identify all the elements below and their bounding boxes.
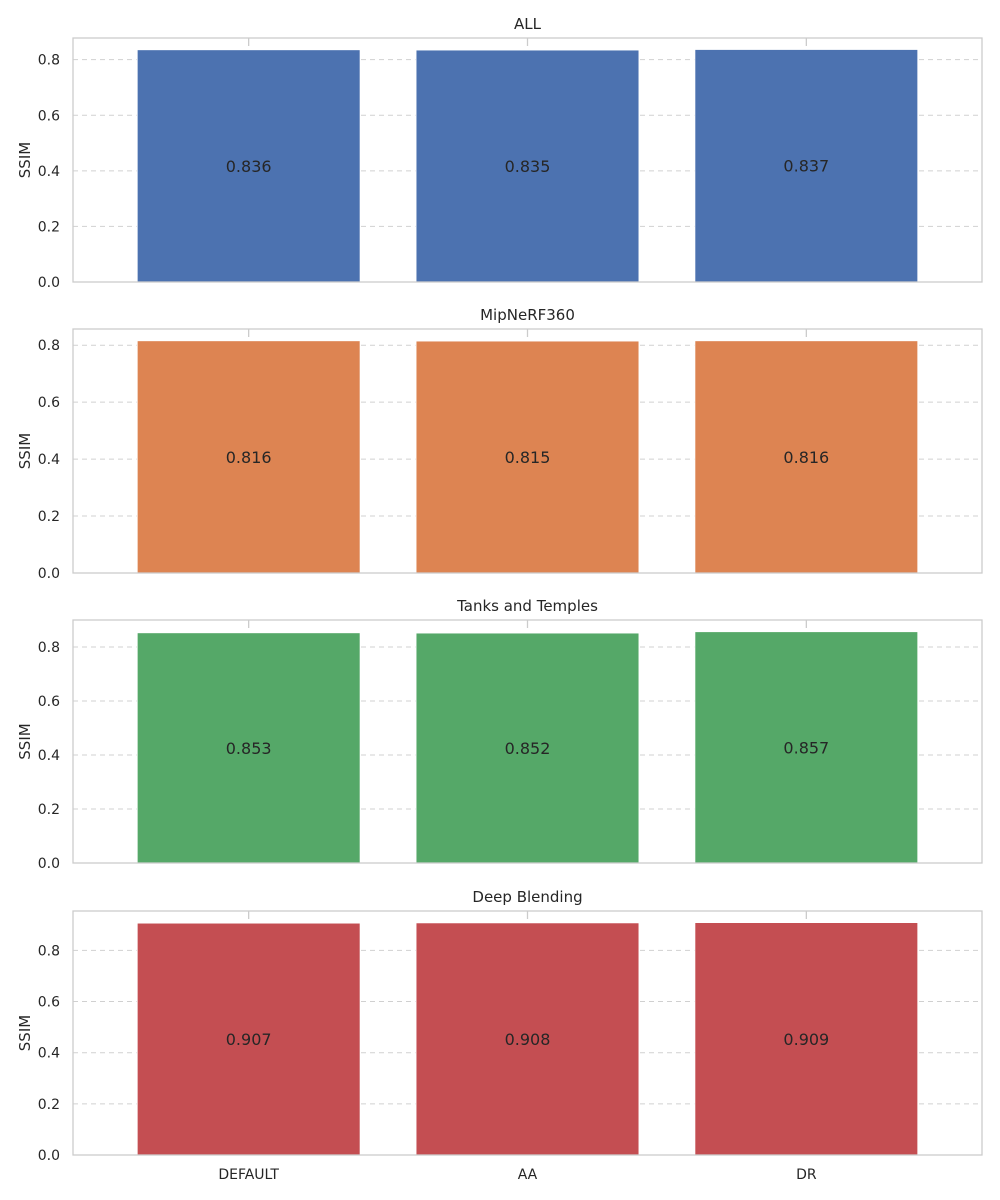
y-axis-label: SSIM: [16, 142, 34, 178]
chart-title: MipNeRF360: [480, 306, 575, 324]
bar-value-label: 0.815: [505, 448, 551, 467]
chart-title: ALL: [514, 15, 542, 33]
chart-panel-1: 0.816 0.815 0.816 0.0 0.2 0.4 0.6 0.8 MipNeRF360…: [16, 306, 983, 582]
bar-value-label: 0.835: [505, 157, 551, 176]
y-tick-label: 0.4: [38, 748, 60, 764]
bar-aa: [415, 340, 640, 574]
bar-default: [136, 922, 361, 1156]
bar-dr: [694, 340, 919, 574]
y-tick-label: 0.6: [38, 108, 60, 124]
plot-frame: [72, 328, 983, 574]
y-tick-label: 0.8: [38, 640, 60, 656]
y-tick-label: 0.2: [38, 802, 60, 818]
x-tick-label: DEFAULT: [218, 1167, 279, 1183]
chart-panel-2: 0.853 0.852 0.857 0.0 0.2 0.4 0.6 0.8 Tanks and …: [16, 597, 983, 872]
y-tick-label: 0.2: [38, 509, 60, 525]
bar-value-label: 0.852: [505, 739, 551, 758]
y-tick-label: 0.0: [38, 566, 60, 582]
y-tick-label: 0.0: [38, 856, 60, 872]
y-tick-label: 0.8: [38, 53, 60, 69]
bar-default: [136, 340, 361, 574]
y-axis-label: SSIM: [16, 1015, 34, 1051]
bar-value-label: 0.908: [505, 1030, 551, 1049]
y-tick-label: 0.0: [38, 1148, 60, 1164]
bar-value-label: 0.907: [226, 1030, 272, 1049]
y-tick-label: 0.8: [38, 338, 60, 354]
chart-title: Deep Blending: [472, 888, 582, 906]
bar-dr: [694, 48, 919, 283]
bar-value-label: 0.837: [783, 157, 829, 176]
bar-value-label: 0.816: [226, 448, 272, 467]
bar-value-label: 0.857: [783, 738, 829, 757]
y-tick-label: 0.4: [38, 1046, 60, 1062]
y-tick-label: 0.4: [38, 452, 60, 468]
bar-value-label: 0.853: [226, 739, 272, 758]
y-tick-label: 0.6: [38, 395, 60, 411]
y-tick-label: 0.2: [38, 1097, 60, 1113]
x-tick-label: DR: [796, 1167, 817, 1183]
chart-title: Tanks and Temples: [456, 597, 598, 615]
bar-value-label: 0.816: [783, 448, 829, 467]
y-tick-label: 0.0: [38, 275, 60, 291]
chart-panel-3: 0.907 0.908 0.909 0.0 0.2 0.4 0.6 0.8 Deep Blend…: [16, 888, 983, 1183]
bar-dr: [694, 631, 919, 864]
y-tick-label: 0.4: [38, 164, 60, 180]
plot-frame: [72, 37, 983, 283]
bar-default: [136, 49, 361, 283]
y-tick-label: 0.6: [38, 995, 60, 1011]
x-tick-label: AA: [518, 1167, 538, 1183]
bar-dr: [694, 922, 919, 1156]
bar-value-label: 0.909: [783, 1030, 829, 1049]
chart-panel-0: 0.836 0.835 0.837 0.0 0.2 0.4 0.6 0.8 ALL SSIM: [16, 15, 983, 291]
plot-frame: [72, 910, 983, 1156]
bar-value-label: 0.836: [226, 157, 272, 176]
y-axis-label: SSIM: [16, 433, 34, 469]
bar-default: [136, 632, 361, 864]
y-tick-label: 0.6: [38, 694, 60, 710]
y-tick-label: 0.2: [38, 219, 60, 235]
bar-aa: [415, 922, 640, 1156]
plot-frame: [72, 619, 983, 864]
y-axis-label: SSIM: [16, 723, 34, 759]
bar-aa: [415, 632, 640, 864]
bar-aa: [415, 49, 640, 283]
y-tick-label: 0.8: [38, 943, 60, 959]
